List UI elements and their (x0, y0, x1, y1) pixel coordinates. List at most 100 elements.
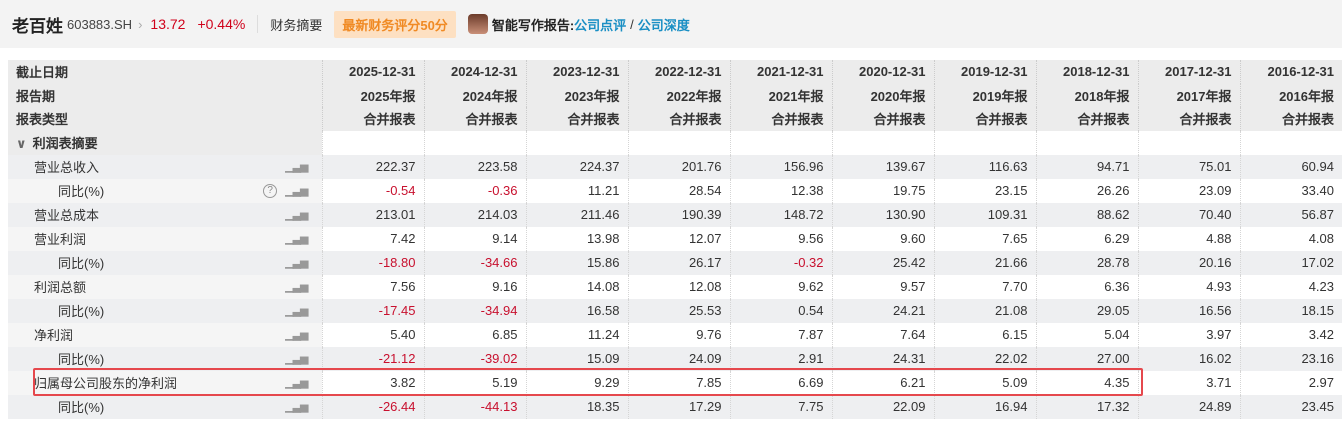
value-cell: 22.09 (831, 394, 934, 419)
value-cell: 139.67 (831, 154, 934, 179)
header-row: 报告期 2025年报 2024年报 2023年报 2022年报 2021年报 2020年报 2… (8, 83, 1342, 107)
value-cell: 16.58 (525, 298, 628, 323)
row-label: 净利润 (34, 328, 74, 343)
value-cell: -0.32 (729, 250, 832, 275)
header-cell: 合并报表 (831, 107, 934, 131)
bar-chart-icon[interactable]: ▁▃▅ (285, 161, 308, 173)
value-cell: 3.82 (321, 370, 424, 395)
row-label: 归属母公司股东的净利润 (34, 376, 178, 391)
value-cell: 23.15 (933, 178, 1036, 203)
value-cell: 6.21 (831, 370, 934, 395)
value-cell: 6.36 (1035, 274, 1138, 299)
company-depth-link[interactable]: 公司深度 (637, 17, 690, 33)
bar-chart-icon[interactable]: ▁▃▅ (285, 209, 308, 221)
value-cell: 11.21 (525, 178, 628, 203)
value-cell: 2.91 (729, 346, 832, 371)
header-cell: 2022-12-31 (627, 60, 730, 84)
row-label: 营业总成本 (34, 208, 100, 223)
divider (257, 15, 259, 33)
company-review-link[interactable]: 公司点评 (574, 17, 627, 33)
value-cell: 2.97 (1239, 370, 1342, 395)
bar-chart-icon[interactable]: ▁▃▅ (285, 329, 308, 341)
value-cell: 16.02 (1137, 346, 1240, 371)
value-cell: 7.64 (831, 322, 934, 347)
value-cell: 18.15 (1239, 298, 1342, 323)
stock-price: 13.72 (150, 16, 186, 32)
bar-chart-icon[interactable]: ▁▃▅ (285, 233, 308, 245)
bar-chart-icon[interactable]: ▁▃▅ (285, 353, 308, 365)
value-cell: 7.56 (321, 274, 424, 299)
row-label: 营业总收入 (34, 160, 100, 175)
ai-report-label: 智能写作报告: (491, 17, 575, 33)
header-cell: 2020年报 (831, 83, 934, 107)
bar-chart-icon[interactable]: ▁▃▅ (285, 305, 308, 317)
value-cell: 16.56 (1137, 298, 1240, 323)
value-cell: 223.58 (423, 154, 526, 179)
header-cell: 合并报表 (933, 107, 1036, 131)
header-cell: 合并报表 (1239, 107, 1342, 131)
section-label: 利润表摘要 (32, 136, 98, 151)
value-cell: 18.35 (525, 394, 628, 419)
header-cell: 合并报表 (321, 107, 424, 131)
value-cell: 11.24 (525, 322, 628, 347)
value-cell: 94.71 (1035, 154, 1138, 179)
value-cell: 116.63 (933, 154, 1036, 179)
header-cell: 2018年报 (1035, 83, 1138, 107)
value-cell: 5.09 (933, 370, 1036, 395)
value-cell: 24.21 (831, 298, 934, 323)
value-cell: 21.66 (933, 250, 1036, 275)
ai-avatar (467, 14, 488, 34)
value-cell: 0.54 (729, 298, 832, 323)
value-cell: 4.88 (1137, 226, 1240, 251)
value-cell: 17.02 (1239, 250, 1342, 275)
table-row: 营业总成本 ▁▃▅ 213.01 214.03 211.46 190.39 148.72 13… (8, 202, 1342, 227)
header-cell: 2019-12-31 (933, 60, 1036, 84)
chevron-right-icon[interactable]: › (138, 16, 143, 32)
header-cell: 2016-12-31 (1239, 60, 1342, 84)
value-cell: 7.85 (627, 370, 730, 395)
value-cell: 7.42 (321, 226, 424, 251)
value-cell: 109.31 (933, 202, 1036, 227)
bar-chart-icon[interactable]: ▁▃▅ (285, 185, 308, 197)
value-cell: 156.96 (729, 154, 832, 179)
rating-badge[interactable]: 最新财务评分50分 (334, 10, 456, 38)
value-cell: -0.36 (423, 178, 526, 203)
section-row[interactable]: ∨ 利润表摘要 (8, 130, 1342, 155)
empty-cell (729, 130, 832, 155)
row-label: 同比(%) (58, 184, 105, 199)
value-cell: 9.16 (423, 274, 526, 299)
value-cell: 88.62 (1035, 202, 1138, 227)
value-cell: 24.09 (627, 346, 730, 371)
value-cell: 9.14 (423, 226, 526, 251)
bar-chart-icon[interactable]: ▁▃▅ (285, 401, 308, 413)
bar-chart-icon[interactable]: ▁▃▅ (285, 257, 308, 269)
value-cell: 9.29 (525, 370, 628, 395)
value-cell: 9.57 (831, 274, 934, 299)
header-cell: 2025-12-31 (321, 60, 424, 84)
value-cell: 5.04 (1035, 322, 1138, 347)
empty-cell (1137, 130, 1240, 155)
bar-chart-icon[interactable]: ▁▃▅ (285, 377, 308, 389)
bar-chart-icon[interactable]: ▁▃▅ (285, 281, 308, 293)
value-cell: 25.53 (627, 298, 730, 323)
header-cell: 合并报表 (423, 107, 526, 131)
value-cell: 33.40 (1239, 178, 1342, 203)
stock-name: 老百姓 (12, 16, 63, 36)
header-row: 报表类型 合并报表 合并报表 合并报表 合并报表 合并报表 合并报表 合并报表 合并报表 合并报表… (8, 107, 1342, 131)
value-cell: 60.94 (1239, 154, 1342, 179)
tab-financial-summary[interactable]: 财务摘要 (270, 17, 323, 33)
header-cell: 合并报表 (1035, 107, 1138, 131)
header-cell: 2024年报 (423, 83, 526, 107)
value-cell: 6.15 (933, 322, 1036, 347)
value-cell: 9.60 (831, 226, 934, 251)
help-icon[interactable]: ? (263, 183, 278, 198)
table-row: 同比(%) ▁▃▅ -21.12 -39.02 15.09 24.09 2.91 24.31 2… (8, 346, 1342, 371)
header-label: 报告期 (8, 83, 322, 107)
chevron-down-icon[interactable]: ∨ (16, 136, 27, 151)
value-cell: -18.80 (321, 250, 424, 275)
stock-change: +0.44% (197, 16, 246, 32)
empty-cell (423, 130, 526, 155)
value-cell: 6.69 (729, 370, 832, 395)
value-cell: 4.08 (1239, 226, 1342, 251)
value-cell: 6.85 (423, 322, 526, 347)
